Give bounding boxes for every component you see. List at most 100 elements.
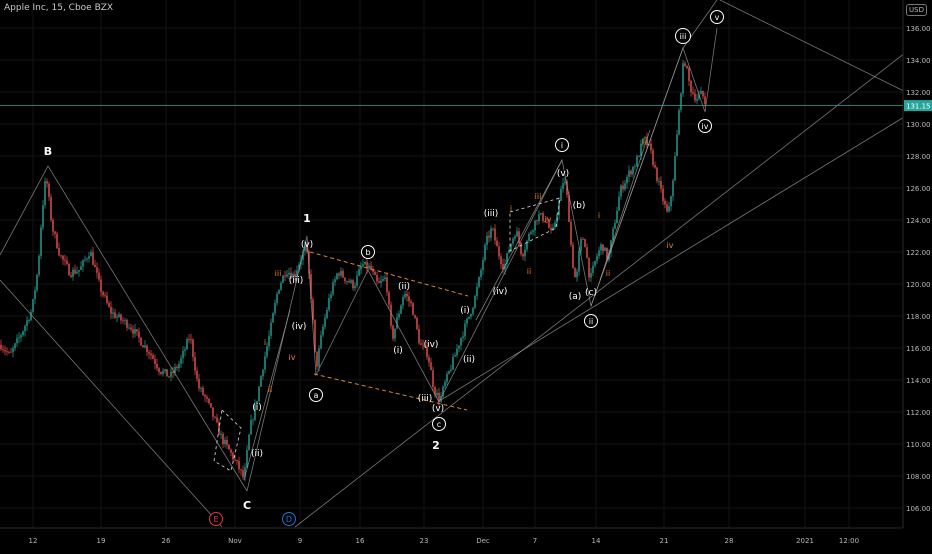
candle-body xyxy=(272,313,274,323)
y-tick-label: 112.00 xyxy=(906,409,931,417)
candle-body xyxy=(154,358,156,364)
candle-body xyxy=(376,275,378,282)
candle-body xyxy=(240,469,242,471)
candle-body xyxy=(294,273,296,277)
candle-body xyxy=(418,328,420,344)
candle-body xyxy=(8,351,10,353)
candle-body xyxy=(106,295,108,303)
candle-body xyxy=(636,156,638,167)
x-tick-label: 21 xyxy=(660,537,669,545)
candle-body xyxy=(598,250,600,257)
candle-body xyxy=(162,371,164,374)
candle-body xyxy=(562,183,564,189)
x-tick-label: Dec xyxy=(476,537,490,545)
candle-body xyxy=(392,325,394,339)
candle-body xyxy=(58,248,60,256)
candle-body xyxy=(128,327,130,329)
last-price-label: 131.15 xyxy=(906,103,931,111)
candle-body xyxy=(532,230,534,233)
wave-label: (i) xyxy=(460,306,470,316)
candle-body xyxy=(630,170,632,175)
candle-body xyxy=(328,298,330,311)
candle-body xyxy=(590,272,592,278)
candle-body xyxy=(352,280,354,289)
wave-label: iii xyxy=(680,32,687,41)
chart-title: Apple Inc, 15, Cboe BZX xyxy=(4,3,114,13)
candle-body xyxy=(98,272,100,280)
x-tick-label: 2021 xyxy=(796,537,814,545)
candle-body xyxy=(344,277,346,282)
candle-body xyxy=(486,235,488,245)
candle-body xyxy=(108,302,110,307)
candle-body xyxy=(258,386,260,402)
candle-body xyxy=(510,243,512,251)
candle-body xyxy=(238,461,240,470)
candle-body xyxy=(224,439,226,445)
candle-body xyxy=(52,220,54,232)
candle-body xyxy=(492,228,494,230)
candle-body xyxy=(138,331,140,338)
candle-body xyxy=(142,345,144,348)
candle-body xyxy=(596,256,598,262)
candle-body xyxy=(536,220,538,222)
wave-label: iv xyxy=(667,241,674,250)
candle-body xyxy=(156,363,158,369)
wave-lines xyxy=(0,0,932,528)
candle-body xyxy=(500,256,502,265)
candle-body xyxy=(606,247,608,260)
y-tick-label: 134.00 xyxy=(906,57,931,65)
wave-circle xyxy=(584,314,598,328)
candle-body xyxy=(612,228,614,241)
candle-body xyxy=(396,317,398,329)
candle-body xyxy=(614,223,616,229)
candle-body xyxy=(304,245,306,252)
candle-body xyxy=(322,326,324,336)
candle-body xyxy=(678,109,680,135)
candle-body xyxy=(662,188,664,201)
candle-body xyxy=(298,264,300,271)
x-tick-label: 14 xyxy=(592,537,601,545)
grid xyxy=(0,0,903,528)
candle-body xyxy=(178,363,180,369)
x-tick-label: 26 xyxy=(162,537,171,545)
candle-body xyxy=(164,369,166,372)
wave-circle xyxy=(698,119,712,133)
candle-body xyxy=(450,369,452,371)
candle-body xyxy=(94,264,96,268)
candle-body xyxy=(512,238,514,244)
wave-circle xyxy=(710,10,724,24)
candle-body xyxy=(568,194,570,222)
candle-body xyxy=(312,299,314,320)
candle-body xyxy=(514,236,516,239)
wave-circle xyxy=(432,417,446,431)
candle-body xyxy=(84,259,86,261)
currency-badge[interactable]: USD xyxy=(906,4,927,16)
candle-body xyxy=(414,315,416,318)
wave-label: (iv) xyxy=(493,287,508,297)
x-tick-label: 7 xyxy=(533,537,537,545)
candle-body xyxy=(646,136,648,146)
candle-body xyxy=(354,285,356,289)
candle-body xyxy=(182,350,184,359)
candle-body xyxy=(502,264,504,270)
candle-body xyxy=(24,325,26,332)
candle-body xyxy=(484,244,486,261)
x-tick-label: 12:00 xyxy=(839,537,859,545)
candle-body xyxy=(702,90,704,97)
wave-line xyxy=(243,309,291,481)
candle-body xyxy=(528,233,530,241)
candle-body xyxy=(616,210,618,224)
candle-body xyxy=(364,261,366,265)
candle-body xyxy=(422,344,424,346)
candle-body xyxy=(310,274,312,300)
candle-body xyxy=(288,272,290,275)
candle-body xyxy=(586,247,588,258)
x-tick-label: 19 xyxy=(97,537,106,545)
candle-body xyxy=(268,335,270,347)
candle-body xyxy=(386,277,388,293)
candle-body xyxy=(250,420,252,435)
candle-body xyxy=(330,294,332,299)
